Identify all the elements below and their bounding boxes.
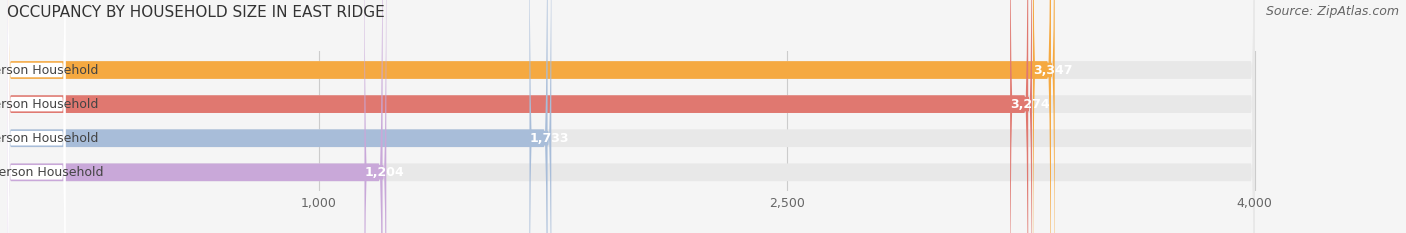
- FancyBboxPatch shape: [7, 0, 65, 233]
- Text: 2-Person Household: 2-Person Household: [0, 98, 98, 111]
- FancyBboxPatch shape: [7, 0, 1254, 233]
- Text: OCCUPANCY BY HOUSEHOLD SIZE IN EAST RIDGE: OCCUPANCY BY HOUSEHOLD SIZE IN EAST RIDG…: [7, 5, 385, 20]
- FancyBboxPatch shape: [7, 0, 65, 233]
- FancyBboxPatch shape: [7, 0, 1254, 233]
- FancyBboxPatch shape: [7, 0, 1028, 233]
- Text: 1,204: 1,204: [364, 166, 404, 179]
- FancyBboxPatch shape: [7, 0, 1254, 233]
- FancyBboxPatch shape: [364, 0, 387, 233]
- FancyBboxPatch shape: [7, 0, 1050, 233]
- FancyBboxPatch shape: [1010, 0, 1032, 233]
- Text: 4+ Person Household: 4+ Person Household: [0, 166, 104, 179]
- Text: Source: ZipAtlas.com: Source: ZipAtlas.com: [1265, 5, 1399, 18]
- FancyBboxPatch shape: [7, 0, 1254, 233]
- FancyBboxPatch shape: [1033, 0, 1054, 233]
- Text: 1-Person Household: 1-Person Household: [0, 64, 98, 76]
- Text: 3,347: 3,347: [1033, 64, 1073, 76]
- FancyBboxPatch shape: [7, 0, 382, 233]
- Text: 3-Person Household: 3-Person Household: [0, 132, 98, 145]
- Text: 3,274: 3,274: [1010, 98, 1050, 111]
- FancyBboxPatch shape: [530, 0, 551, 233]
- FancyBboxPatch shape: [7, 0, 547, 233]
- Text: 1,733: 1,733: [530, 132, 569, 145]
- FancyBboxPatch shape: [7, 0, 65, 233]
- FancyBboxPatch shape: [7, 0, 65, 233]
